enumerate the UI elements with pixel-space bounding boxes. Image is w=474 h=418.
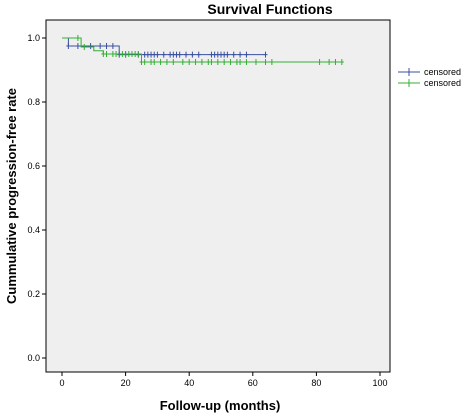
y-tick-label: 0.6: [27, 161, 40, 171]
censor-mark: [231, 51, 236, 58]
censor-mark: [215, 59, 220, 65]
censor-mark: [177, 51, 182, 58]
censor-mark: [244, 59, 249, 65]
censor-mark: [244, 51, 249, 58]
censor-mark: [196, 51, 201, 58]
axes: 0 20 40 60 80 100 0.0 0.2 0.4 0.6 0.8 1.0: [27, 33, 387, 388]
y-tick-label: 1.0: [27, 33, 40, 43]
y-tick-label: 0.0: [27, 353, 40, 363]
x-axis-label: Follow-up (months): [160, 398, 281, 413]
censor-mark: [142, 59, 147, 65]
censor-mark: [104, 43, 109, 49]
censor-mark: [136, 51, 141, 57]
legend-label: censored: [424, 78, 461, 88]
censor-mark: [187, 59, 192, 65]
series-layer: [62, 35, 344, 65]
censor-mark: [114, 51, 119, 57]
censor-mark: [152, 59, 157, 65]
y-tick-label: 0.4: [27, 225, 40, 235]
censor-mark: [238, 51, 243, 58]
censor-mark: [253, 59, 258, 65]
censor-mark: [225, 51, 230, 58]
chart-title: Survival Functions: [207, 1, 332, 17]
x-tick-label: 20: [121, 378, 131, 388]
censor-mark: [66, 43, 71, 49]
censor-mark: [222, 59, 227, 65]
censor-mark: [155, 51, 160, 58]
x-tick-label: 100: [372, 378, 387, 388]
censor-mark: [190, 51, 195, 58]
censor-mark: [75, 35, 80, 41]
series-line: [62, 37, 342, 63]
censor-mark: [158, 59, 163, 65]
x-tick-label: 60: [248, 378, 258, 388]
y-axis-label: Cummulative progression-free rate: [4, 88, 19, 304]
censor-mark: [164, 59, 169, 65]
censor-mark: [110, 43, 115, 49]
censor-mark: [269, 59, 274, 65]
censor-mark: [263, 51, 268, 58]
censor-mark: [263, 59, 268, 65]
censor-mark: [171, 59, 176, 65]
legend-label: censored: [424, 67, 461, 77]
x-tick-label: 0: [59, 378, 64, 388]
censor-mark: [82, 43, 87, 50]
censor-mark: [333, 59, 338, 65]
x-tick-label: 80: [311, 378, 321, 388]
plot-area: [45, 19, 391, 373]
censor-mark: [88, 43, 93, 49]
censor-mark: [117, 51, 122, 58]
legend-item-1: censored: [398, 78, 461, 88]
censor-mark: [199, 59, 204, 65]
censor-mark: [104, 51, 109, 57]
legend-item-0: censored: [398, 67, 461, 77]
series-1: [62, 35, 344, 65]
y-tick-label: 0.2: [27, 289, 40, 299]
censor-mark: [75, 43, 80, 49]
x-tick-label: 40: [184, 378, 194, 388]
censor-mark: [209, 59, 214, 65]
censor-mark: [228, 59, 233, 65]
censor-mark: [184, 51, 189, 58]
censor-mark: [180, 59, 185, 65]
censor-mark: [193, 59, 198, 65]
censor-mark: [238, 59, 243, 65]
censor-mark: [339, 59, 344, 65]
censor-mark: [98, 43, 103, 49]
censor-mark: [327, 59, 332, 65]
censor-mark: [161, 51, 166, 58]
y-tick-label: 0.8: [27, 97, 40, 107]
censor-mark: [317, 59, 322, 65]
